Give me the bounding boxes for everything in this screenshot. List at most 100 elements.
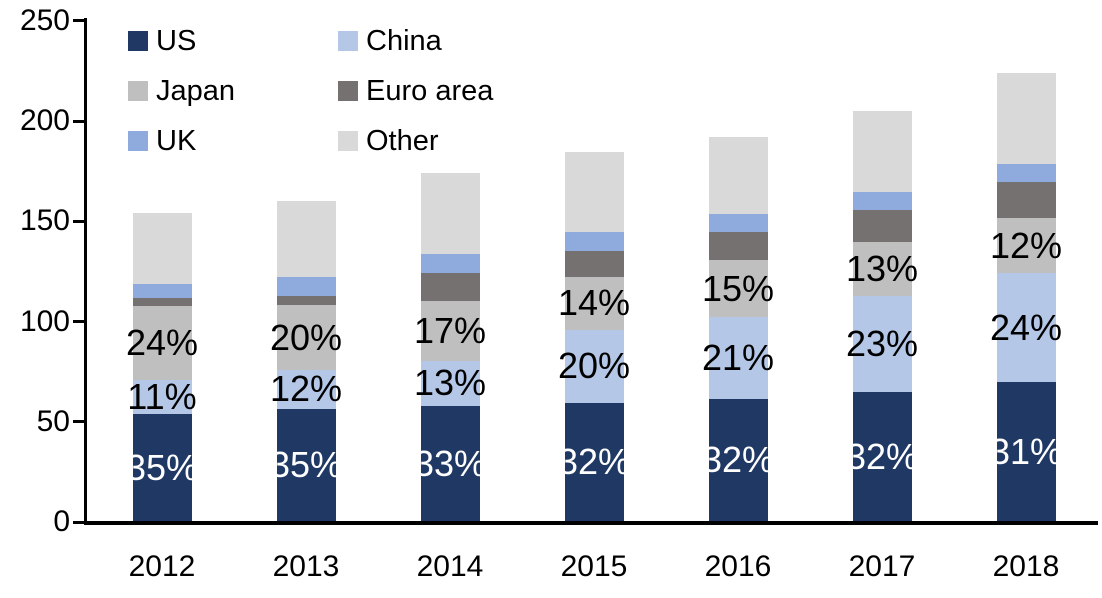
- segment-percentage-label: 31%: [989, 430, 1063, 472]
- bar-segment-us-2014: [420, 405, 480, 522]
- segment-percentage-label: 14%: [557, 282, 631, 324]
- y-axis-tick-label: 200: [19, 104, 70, 137]
- segment-percentage-label: 21%: [701, 337, 775, 379]
- segment-percentage-label: 15%: [701, 267, 775, 309]
- bar-segment-euro-area-2018: [996, 182, 1056, 219]
- segment-percentage-label: 32%: [845, 435, 919, 477]
- y-axis-tick-label: 250: [19, 3, 70, 37]
- bar-segment-us-2018: [996, 381, 1056, 522]
- bar-segment-other-2012: [132, 213, 192, 285]
- bar-segment-china-2016: [708, 317, 768, 399]
- bar-segment-other-2015: [564, 152, 624, 233]
- bar-segment-japan-2015: [564, 277, 624, 330]
- y-axis-tick-label: 50: [36, 404, 70, 438]
- y-axis-tick-mark: [73, 320, 84, 323]
- bar-segment-other-2017: [852, 110, 912, 193]
- legend-swatch-icon: [128, 31, 148, 51]
- legend-swatch-icon: [338, 81, 358, 101]
- legend-swatch-icon: [128, 131, 148, 151]
- legend-swatch-icon: [338, 131, 358, 151]
- bar-segment-other-2016: [708, 137, 768, 215]
- legend-entry-other: Other: [338, 126, 439, 156]
- segment-percentage-label: 32%: [557, 441, 631, 483]
- bar-segment-china-2014: [420, 360, 480, 406]
- x-axis-line: [84, 521, 1098, 525]
- legend-entry-uk: UK: [128, 126, 196, 156]
- segment-percentage-label: 12%: [269, 368, 343, 410]
- bar-segment-china-2017: [852, 296, 912, 392]
- segment-percentage-label: 24%: [989, 306, 1063, 348]
- segment-percentage-label: 33%: [413, 442, 487, 484]
- bar-segment-euro-area-2012: [132, 298, 192, 307]
- segment-percentage-label: 20%: [269, 316, 343, 358]
- legend-entry-us: US: [128, 26, 196, 56]
- bar-segment-euro-area-2014: [420, 273, 480, 302]
- segment-percentage-label: 20%: [557, 345, 631, 387]
- bar-segment-uk-2018: [996, 164, 1056, 183]
- segment-percentage-label: 13%: [413, 362, 487, 404]
- y-axis-tick-mark: [73, 119, 84, 123]
- bar-segment-euro-area-2013: [276, 296, 336, 306]
- legend-label: Other: [366, 125, 439, 157]
- y-axis-tick-mark: [73, 19, 84, 23]
- segment-percentage-label: 23%: [845, 323, 919, 365]
- legend-entry-china: China: [338, 26, 442, 56]
- bar-segment-china-2013: [276, 369, 336, 409]
- bar-segment-japan-2014: [420, 301, 480, 361]
- bar-segment-other-2018: [996, 72, 1056, 165]
- bar-segment-japan-2018: [996, 218, 1056, 274]
- x-axis-label-2015: 2015: [560, 550, 628, 583]
- bar-segment-japan-2013: [276, 305, 336, 370]
- bar-segment-uk-2017: [852, 192, 912, 211]
- bar-segment-euro-area-2015: [564, 251, 624, 278]
- bar-segment-other-2013: [276, 201, 336, 278]
- segment-percentage-label: 11%: [127, 375, 197, 417]
- segment-percentage-label: 35%: [269, 444, 343, 486]
- y-axis-line: [84, 18, 87, 525]
- x-axis-label-2013: 2013: [272, 550, 340, 583]
- bar-segment-us-2015: [564, 402, 624, 522]
- bar-segment-euro-area-2016: [708, 232, 768, 261]
- segment-percentage-label: 35%: [125, 446, 199, 488]
- segment-percentage-label: 13%: [845, 248, 919, 290]
- segment-percentage-label: 24%: [125, 322, 199, 364]
- x-axis-label-2017: 2017: [848, 550, 916, 583]
- bar-segment-uk-2016: [708, 214, 768, 233]
- bar-segment-china-2018: [996, 273, 1056, 382]
- y-axis-tick-label: 150: [19, 204, 70, 238]
- bar-segment-japan-2012: [132, 306, 192, 380]
- bar-segment-uk-2013: [276, 277, 336, 297]
- bar-segment-china-2012: [132, 379, 192, 414]
- legend-label: Euro area: [366, 75, 494, 107]
- legend-swatch-icon: [128, 81, 148, 101]
- legend-label: UK: [156, 125, 197, 157]
- bar-segment-other-2014: [420, 173, 480, 255]
- bar-segment-china-2015: [564, 329, 624, 403]
- segment-percentage-label: 12%: [989, 224, 1063, 266]
- y-axis-tick-mark: [73, 520, 84, 524]
- bar-segment-us-2016: [708, 398, 768, 522]
- x-axis-label-2014: 2014: [416, 550, 484, 583]
- y-axis-tick-mark: [73, 219, 84, 223]
- y-axis-tick-label: 100: [19, 304, 70, 338]
- x-axis-label-2012: 2012: [128, 550, 196, 583]
- legend-label: US: [156, 25, 197, 57]
- y-axis-tick-label: 0: [53, 505, 70, 538]
- segment-percentage-label: 17%: [413, 310, 487, 352]
- legend-swatch-icon: [338, 31, 358, 51]
- segment-percentage-label: 32%: [701, 439, 775, 481]
- legend-label: China: [366, 25, 442, 57]
- legend-entry-euro-area: Euro area: [338, 76, 493, 106]
- legend-entry-japan: Japan: [128, 76, 235, 106]
- legend-label: Japan: [156, 75, 236, 107]
- bar-segment-uk-2014: [420, 254, 480, 274]
- bar-segment-us-2013: [276, 408, 336, 522]
- bar-segment-euro-area-2017: [852, 210, 912, 243]
- bar-segment-uk-2015: [564, 232, 624, 252]
- bar-segment-uk-2012: [132, 284, 192, 299]
- bar-segment-japan-2017: [852, 242, 912, 297]
- bar-segment-us-2017: [852, 391, 912, 522]
- y-axis-tick-mark: [73, 420, 84, 424]
- x-axis-label-2016: 2016: [704, 550, 772, 583]
